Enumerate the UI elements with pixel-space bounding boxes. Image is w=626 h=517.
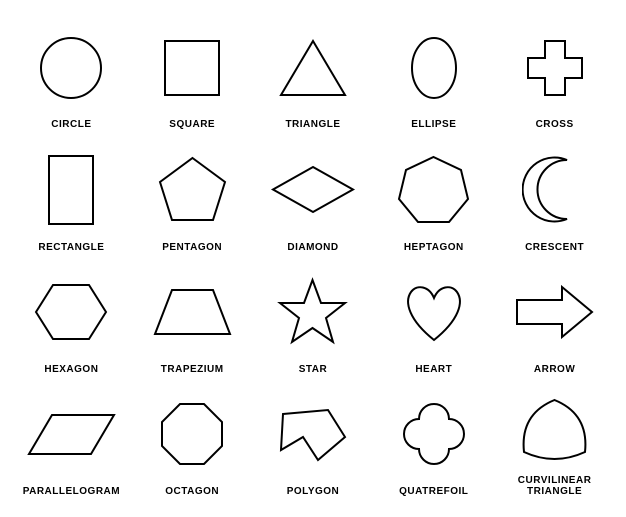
label-trapezium: TRAPEZIUM (161, 364, 224, 375)
shape-heptagon (377, 142, 490, 237)
shape-square (136, 20, 249, 115)
cell-triangle: TRIANGLE (257, 20, 370, 130)
shape-diamond (257, 142, 370, 237)
shape-ellipse (377, 20, 490, 115)
label-diamond: DIAMOND (287, 242, 338, 253)
shape-star (257, 265, 370, 360)
shapes-grid: CIRCLE SQUARE TRIANGLE ELLIPSE CROSS REC… (15, 20, 611, 497)
cell-curvilinear-triangle: CURVILINEAR TRIANGLE (498, 387, 611, 497)
shape-parallelogram (15, 387, 128, 482)
cell-trapezium: TRAPEZIUM (136, 265, 249, 375)
label-quatrefoil: QUATREFOIL (399, 486, 468, 497)
cell-heptagon: HEPTAGON (377, 142, 490, 252)
cell-quatrefoil: QUATREFOIL (377, 387, 490, 497)
shape-heart (377, 265, 490, 360)
label-heart: HEART (415, 364, 452, 375)
cell-polygon: POLYGON (257, 387, 370, 497)
label-octagon: OCTAGON (165, 486, 219, 497)
cell-rectangle: RECTANGLE (15, 142, 128, 252)
label-cross: CROSS (536, 119, 574, 130)
label-square: SQUARE (169, 119, 215, 130)
label-arrow: ARROW (534, 364, 575, 375)
cell-crescent: CRESCENT (498, 142, 611, 252)
label-rectangle: RECTANGLE (38, 242, 104, 253)
cell-pentagon: PENTAGON (136, 142, 249, 252)
cell-arrow: ARROW (498, 265, 611, 375)
label-circle: CIRCLE (51, 119, 91, 130)
label-polygon: POLYGON (287, 486, 340, 497)
cell-square: SQUARE (136, 20, 249, 130)
shape-curvilinear-triangle (498, 387, 611, 471)
shape-circle (15, 20, 128, 115)
cell-circle: CIRCLE (15, 20, 128, 130)
shape-hexagon (15, 265, 128, 360)
label-curvilinear-triangle: CURVILINEAR TRIANGLE (518, 475, 592, 497)
label-parallelogram: PARALLELOGRAM (23, 486, 120, 497)
label-triangle: TRIANGLE (285, 119, 340, 130)
label-hexagon: HEXAGON (44, 364, 98, 375)
cell-cross: CROSS (498, 20, 611, 130)
shape-trapezium (136, 265, 249, 360)
shape-cross (498, 20, 611, 115)
shape-pentagon (136, 142, 249, 237)
shape-octagon (136, 387, 249, 482)
cell-heart: HEART (377, 265, 490, 375)
cell-parallelogram: PARALLELOGRAM (15, 387, 128, 497)
shape-crescent (498, 142, 611, 237)
shape-triangle (257, 20, 370, 115)
label-heptagon: HEPTAGON (404, 242, 464, 253)
shape-rectangle (15, 142, 128, 237)
shape-quatrefoil (377, 387, 490, 482)
cell-hexagon: HEXAGON (15, 265, 128, 375)
label-crescent: CRESCENT (525, 242, 584, 253)
shape-arrow (498, 265, 611, 360)
cell-ellipse: ELLIPSE (377, 20, 490, 130)
label-star: STAR (299, 364, 327, 375)
cell-octagon: OCTAGON (136, 387, 249, 497)
label-pentagon: PENTAGON (162, 242, 222, 253)
cell-star: STAR (257, 265, 370, 375)
shape-polygon (257, 387, 370, 482)
label-ellipse: ELLIPSE (411, 119, 456, 130)
cell-diamond: DIAMOND (257, 142, 370, 252)
